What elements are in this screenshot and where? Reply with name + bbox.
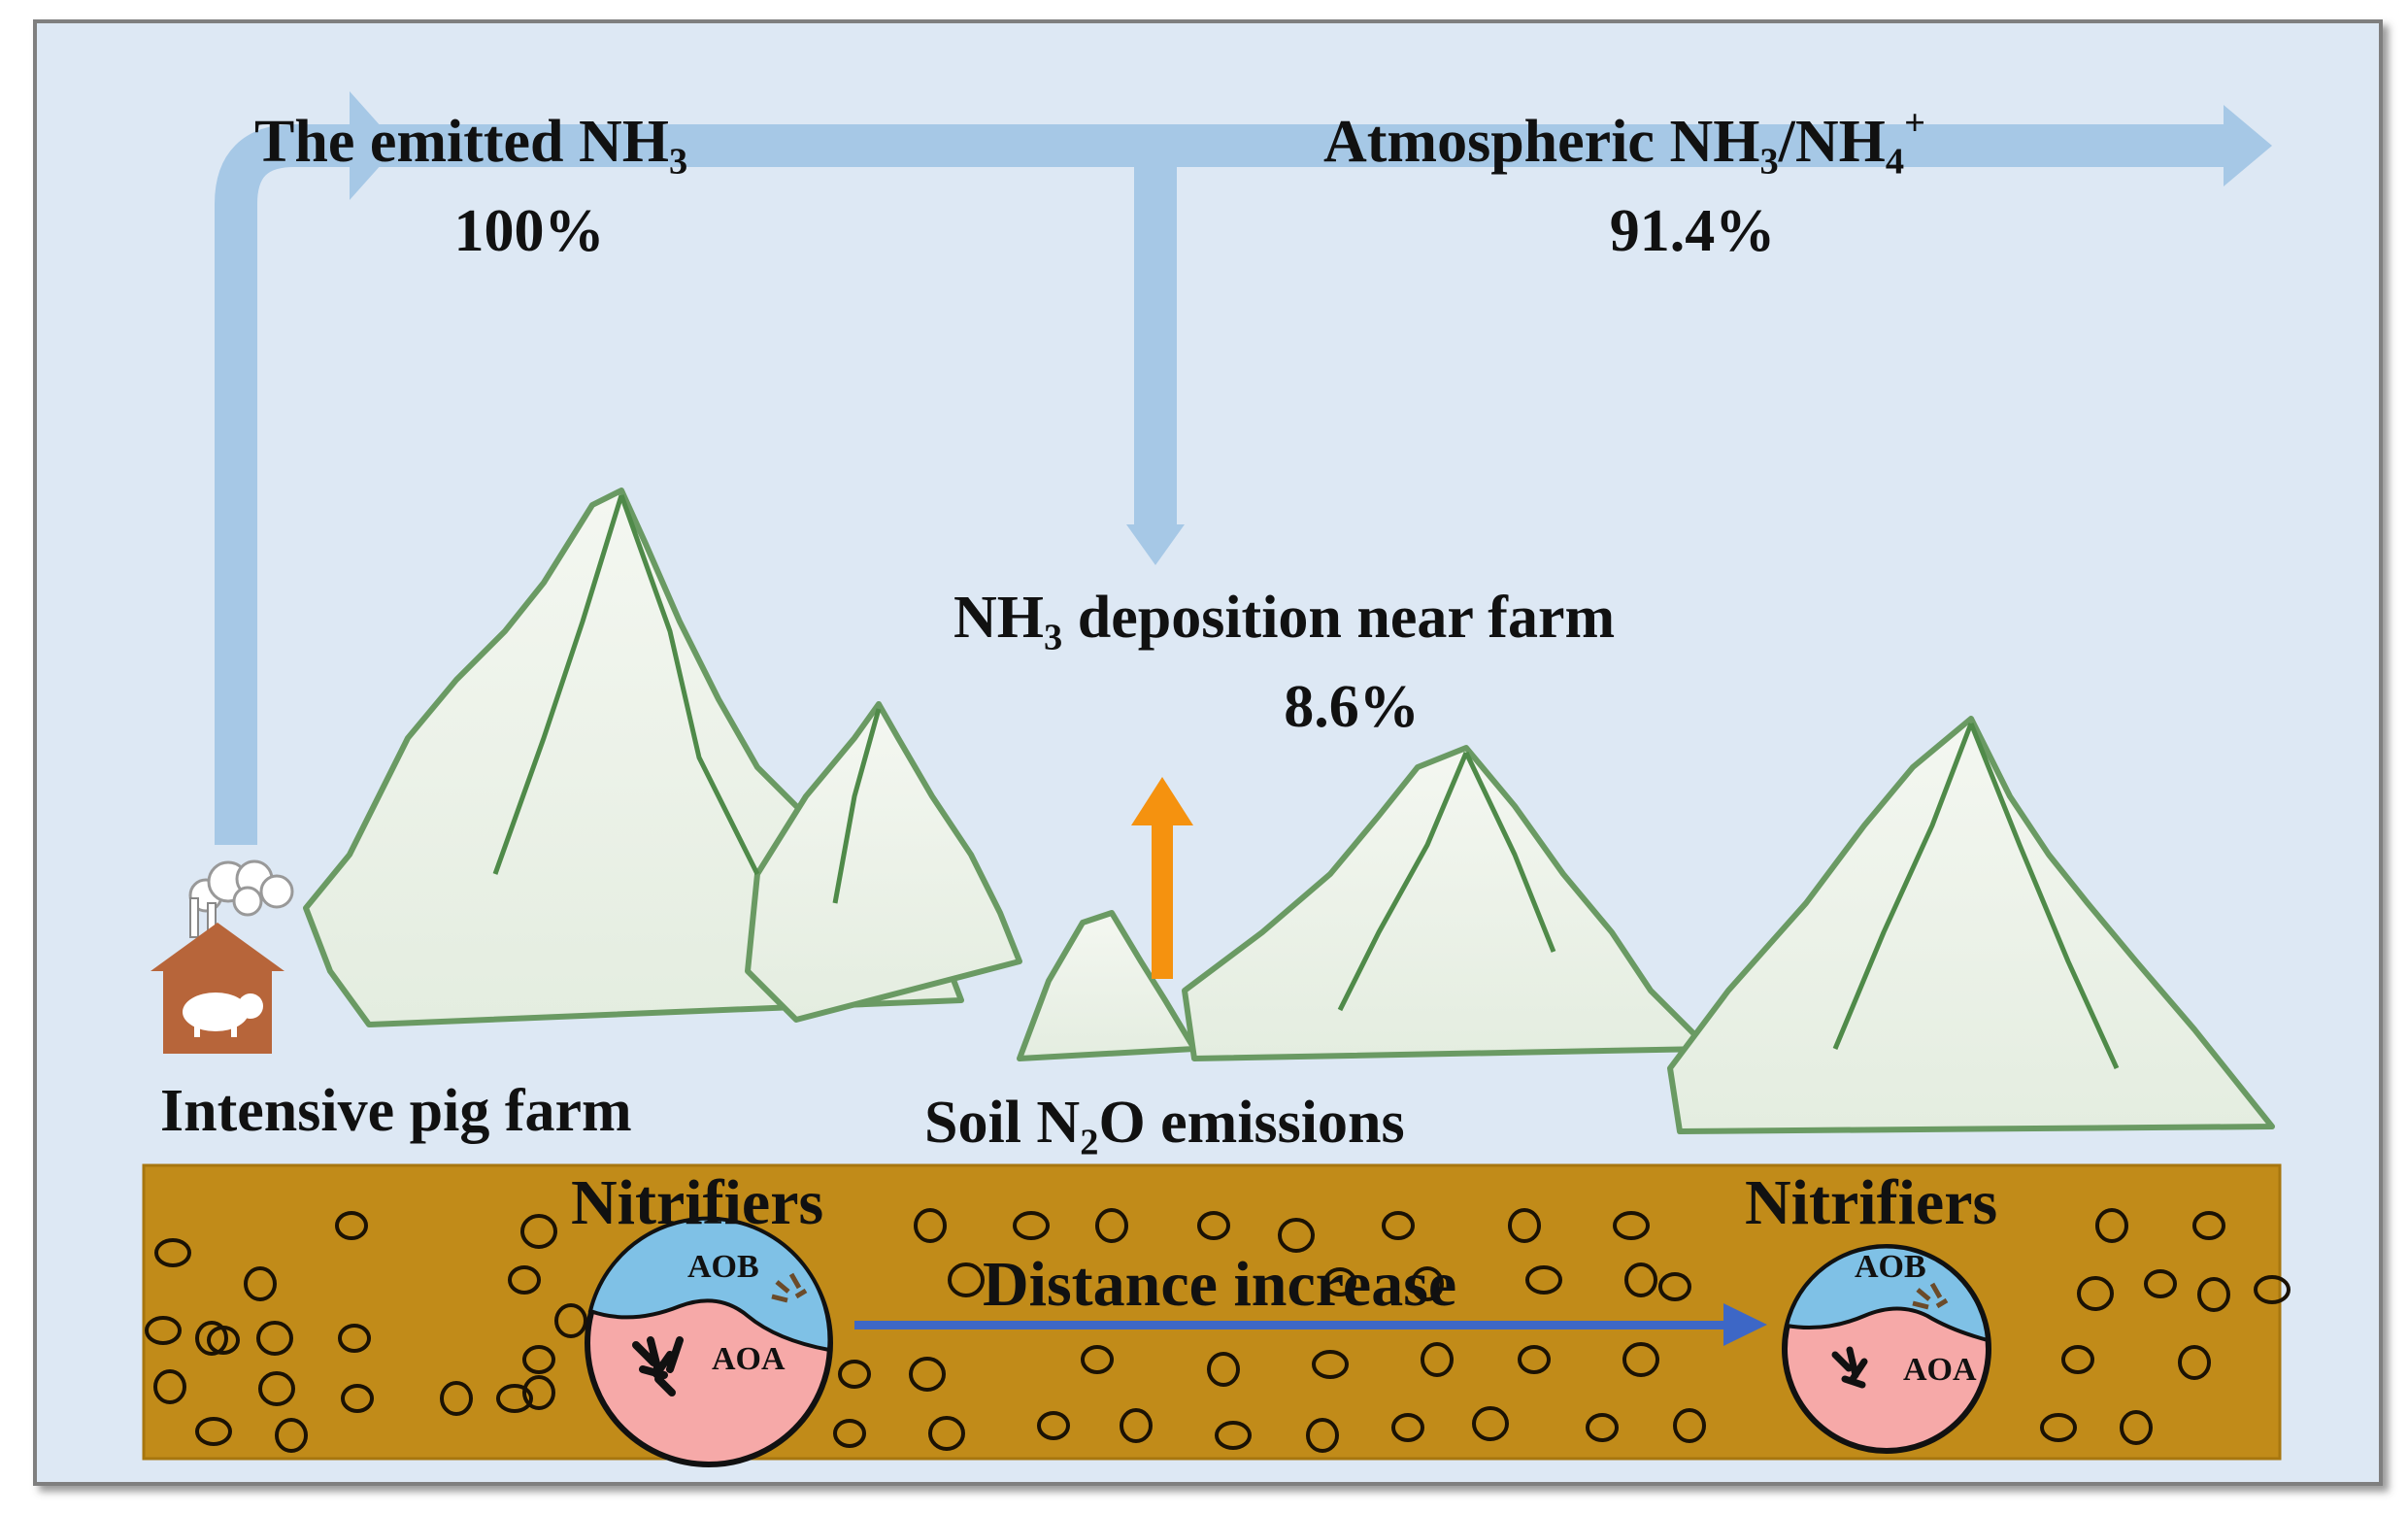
soil-particle [1613, 1211, 1650, 1240]
soil-particle [2192, 1211, 2225, 1240]
soil-particle [153, 1369, 186, 1404]
soil-particle [1472, 1406, 1509, 1441]
farm-label: Intensive pig farm [160, 1078, 632, 1144]
soil-particle [2120, 1410, 2153, 1445]
atmospheric-percent: 91.4% [1609, 198, 1776, 264]
soil-particle [1013, 1211, 1050, 1240]
soil-particle [948, 1262, 985, 1297]
soil-particle [522, 1375, 555, 1410]
soil-particle [275, 1418, 308, 1453]
nitrifiers-right-circle [1782, 1244, 1991, 1454]
soil-particle [1382, 1211, 1415, 1240]
soil-particle [2197, 1277, 2230, 1312]
emitted-arrowhead [350, 91, 398, 200]
soil-particle [1586, 1413, 1619, 1442]
soil-particle [833, 1419, 866, 1448]
aob-label-left: AOB [687, 1249, 759, 1285]
soil-particle [145, 1316, 182, 1345]
soil-particle [341, 1384, 374, 1413]
soil-particle [244, 1266, 277, 1301]
aob-label-right: AOB [1855, 1249, 1926, 1285]
soil-particle [1095, 1208, 1128, 1243]
soil-particle [2077, 1276, 2114, 1311]
mountains [303, 488, 2275, 1134]
emitted-percent: 100% [453, 198, 605, 264]
soil-particle [554, 1303, 587, 1338]
aoa-bacteria-icon [632, 1336, 684, 1396]
soil-particle [1658, 1272, 1691, 1301]
soil-particle [1624, 1262, 1657, 1297]
soil-particle [258, 1371, 295, 1406]
soil-particle [1207, 1352, 1240, 1387]
soil-particle [1306, 1418, 1339, 1453]
soil-particle [154, 1238, 191, 1267]
aoa-label-right: AOA [1903, 1352, 1977, 1388]
soil-particle [335, 1211, 368, 1240]
soil-particle [508, 1265, 541, 1295]
nitrifiers-right-label: Nitrifiers [1745, 1167, 1998, 1238]
aob-bacteria-icon-right [1912, 1282, 1949, 1310]
deposition-arrowhead [1126, 524, 1185, 565]
soil-particle [440, 1381, 473, 1416]
pig-farm-icon [150, 859, 294, 1054]
soil-particle [1508, 1208, 1541, 1243]
atmospheric-nh3-label: Atmospheric NH3/NH4+ [1323, 103, 1926, 183]
soil-particle [1673, 1408, 1706, 1443]
mountain-right [1667, 716, 2275, 1134]
soil-particle [1037, 1411, 1070, 1440]
soil-particle [2178, 1345, 2211, 1380]
soil-particles [145, 1208, 2291, 1453]
soil-particle [1622, 1342, 1659, 1377]
soil-particle [520, 1214, 557, 1249]
soil-particle [1421, 1342, 1454, 1377]
soil-particle [1081, 1345, 1114, 1374]
soil-particle [1391, 1413, 1424, 1442]
soil-particle [2144, 1269, 2177, 1298]
mountain-mid-left [745, 701, 1022, 1023]
nitrifiers-left-label: Nitrifiers [571, 1167, 824, 1238]
soil-particle [1215, 1421, 1252, 1450]
soil-particle [195, 1321, 228, 1356]
aoa-label-left: AOA [712, 1341, 786, 1377]
deposition-percent: 8.6% [1284, 674, 1420, 740]
soil-particle [2095, 1208, 2128, 1243]
soil-particle [1518, 1345, 1551, 1374]
soil-particle [928, 1416, 965, 1451]
soil-particle [338, 1324, 371, 1353]
soil-particle [2040, 1413, 2077, 1442]
soil-particle [914, 1208, 947, 1243]
distance-increase-label: Distance increase [983, 1249, 1457, 1320]
pig-icon [183, 993, 263, 1037]
soil-particle [1525, 1265, 1562, 1295]
soil-particle [256, 1321, 293, 1356]
distance-increase-arrow [854, 1303, 1767, 1346]
soil-particle [1312, 1350, 1349, 1379]
soil-particle [195, 1417, 232, 1446]
aob-bacteria-icon [771, 1272, 808, 1303]
soil-particle [2061, 1345, 2094, 1374]
soil-particle [1278, 1218, 1315, 1253]
soil-particle [838, 1360, 871, 1389]
deposition-label: NH3 deposition near farm [953, 585, 1616, 658]
soil-particle [1197, 1211, 1230, 1240]
nitrifiers-left-circle [585, 1216, 833, 1467]
emitted-nh3-label: The emitted NH3 [254, 109, 688, 183]
soil-particle [522, 1345, 555, 1374]
soil-particle [496, 1384, 533, 1413]
soil-particle [1411, 1266, 1444, 1301]
aoa-bacteria-icon-right [1831, 1346, 1868, 1389]
soil-particle [1323, 1267, 1356, 1296]
soil-particle [1120, 1408, 1153, 1443]
soil-n2o-label: Soil N2O emissions [924, 1090, 1405, 1163]
emitted-flow-arrow [215, 124, 2233, 845]
atmospheric-arrowhead [2224, 105, 2272, 186]
soil-particle [207, 1326, 240, 1355]
n2o-emission-arrow [1131, 777, 1193, 979]
soil-particle [909, 1357, 946, 1392]
soil-particle [2254, 1275, 2291, 1304]
